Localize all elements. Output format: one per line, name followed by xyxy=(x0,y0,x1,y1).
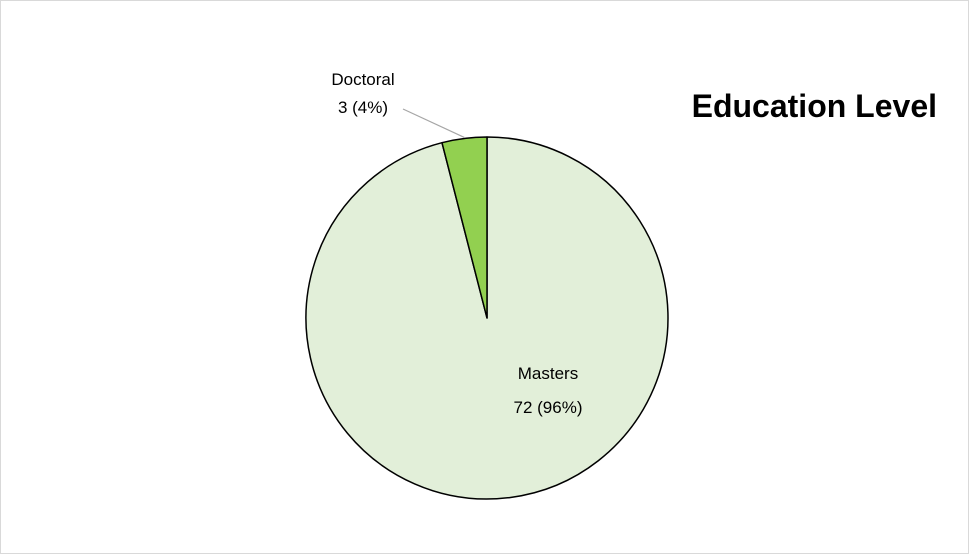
chart-title: Education Level xyxy=(692,88,937,124)
masters-value-label: 72 (96%) xyxy=(514,398,583,417)
pie-slice-doctoral xyxy=(441,136,488,319)
masters-category-label: Masters xyxy=(518,364,578,383)
doctoral-category-label: Doctoral xyxy=(331,70,394,89)
pie-slices xyxy=(305,136,669,500)
doctoral-value-label: 3 (4%) xyxy=(338,98,388,117)
doctoral-leader-line xyxy=(402,108,465,138)
